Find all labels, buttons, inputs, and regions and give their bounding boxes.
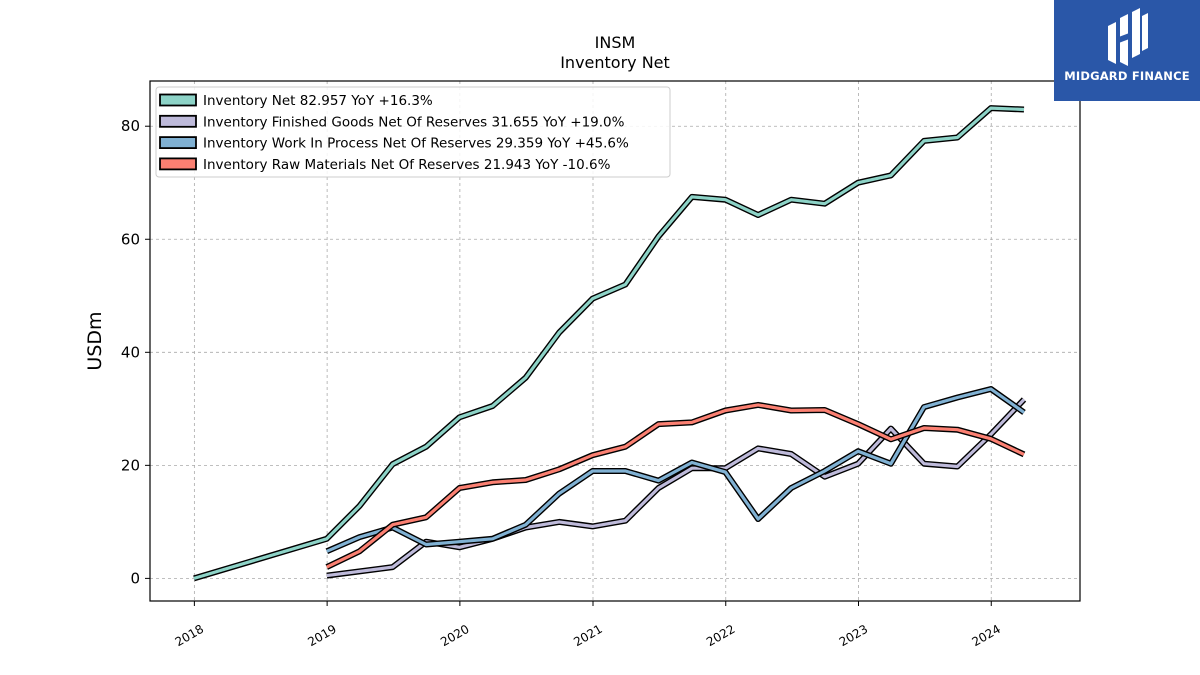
series-line-3 bbox=[326, 403, 1025, 569]
y-axis-label: USDm bbox=[84, 311, 106, 370]
x-tick-label: 2023 bbox=[837, 622, 870, 649]
y-tick-label: 20 bbox=[121, 456, 140, 474]
x-tick-label: 2021 bbox=[571, 622, 604, 649]
x-tick-label: 2024 bbox=[970, 622, 1003, 649]
x-tick-label: 2019 bbox=[305, 622, 338, 649]
legend-entry-0: Inventory Net 82.957 YoY +16.3% bbox=[203, 93, 433, 109]
plot-frame bbox=[149, 80, 1081, 602]
legend-frame bbox=[155, 86, 671, 178]
legend: Inventory Net 82.957 YoY +16.3% Inventory… bbox=[155, 86, 671, 178]
legend-swatch-3 bbox=[159, 157, 197, 171]
x-tick-label: 2020 bbox=[438, 622, 471, 649]
x-tick-label: 2018 bbox=[173, 622, 206, 649]
brand-name: MIDGARD FINANCE bbox=[1064, 69, 1190, 83]
y-tick-label: 80 bbox=[121, 117, 140, 135]
series-line-outline-0 bbox=[193, 105, 1025, 582]
brand-mark-icon bbox=[1108, 8, 1148, 66]
legend-swatch-0 bbox=[159, 93, 197, 107]
y-axis-ticks: 0 20 40 60 80 bbox=[121, 117, 150, 587]
series-line-2 bbox=[326, 387, 1025, 553]
chart-title: INSM bbox=[595, 33, 636, 52]
legend-entry-3: Inventory Raw Materials Net Of Reserves … bbox=[203, 157, 611, 173]
series-lines bbox=[193, 105, 1027, 582]
legend-swatch-1 bbox=[159, 114, 197, 128]
x-tick-label: 2022 bbox=[704, 622, 737, 649]
series-line-1 bbox=[326, 398, 1026, 578]
series-line-0 bbox=[193, 106, 1025, 580]
y-tick-label: 60 bbox=[121, 230, 140, 248]
legend-entry-2: Inventory Work In Process Net Of Reserve… bbox=[203, 136, 629, 152]
legend-swatch-2 bbox=[159, 136, 197, 150]
x-axis-ticks: 2018 2019 2020 2021 2022 2023 2024 bbox=[173, 601, 1003, 649]
legend-entry-1: Inventory Finished Goods Net Of Reserves… bbox=[203, 114, 625, 130]
y-tick-label: 40 bbox=[121, 343, 140, 361]
brand-logo: MIDGARD FINANCE bbox=[1054, 0, 1200, 101]
chart-subtitle: Inventory Net bbox=[560, 53, 670, 72]
y-tick-label: 0 bbox=[130, 569, 140, 587]
